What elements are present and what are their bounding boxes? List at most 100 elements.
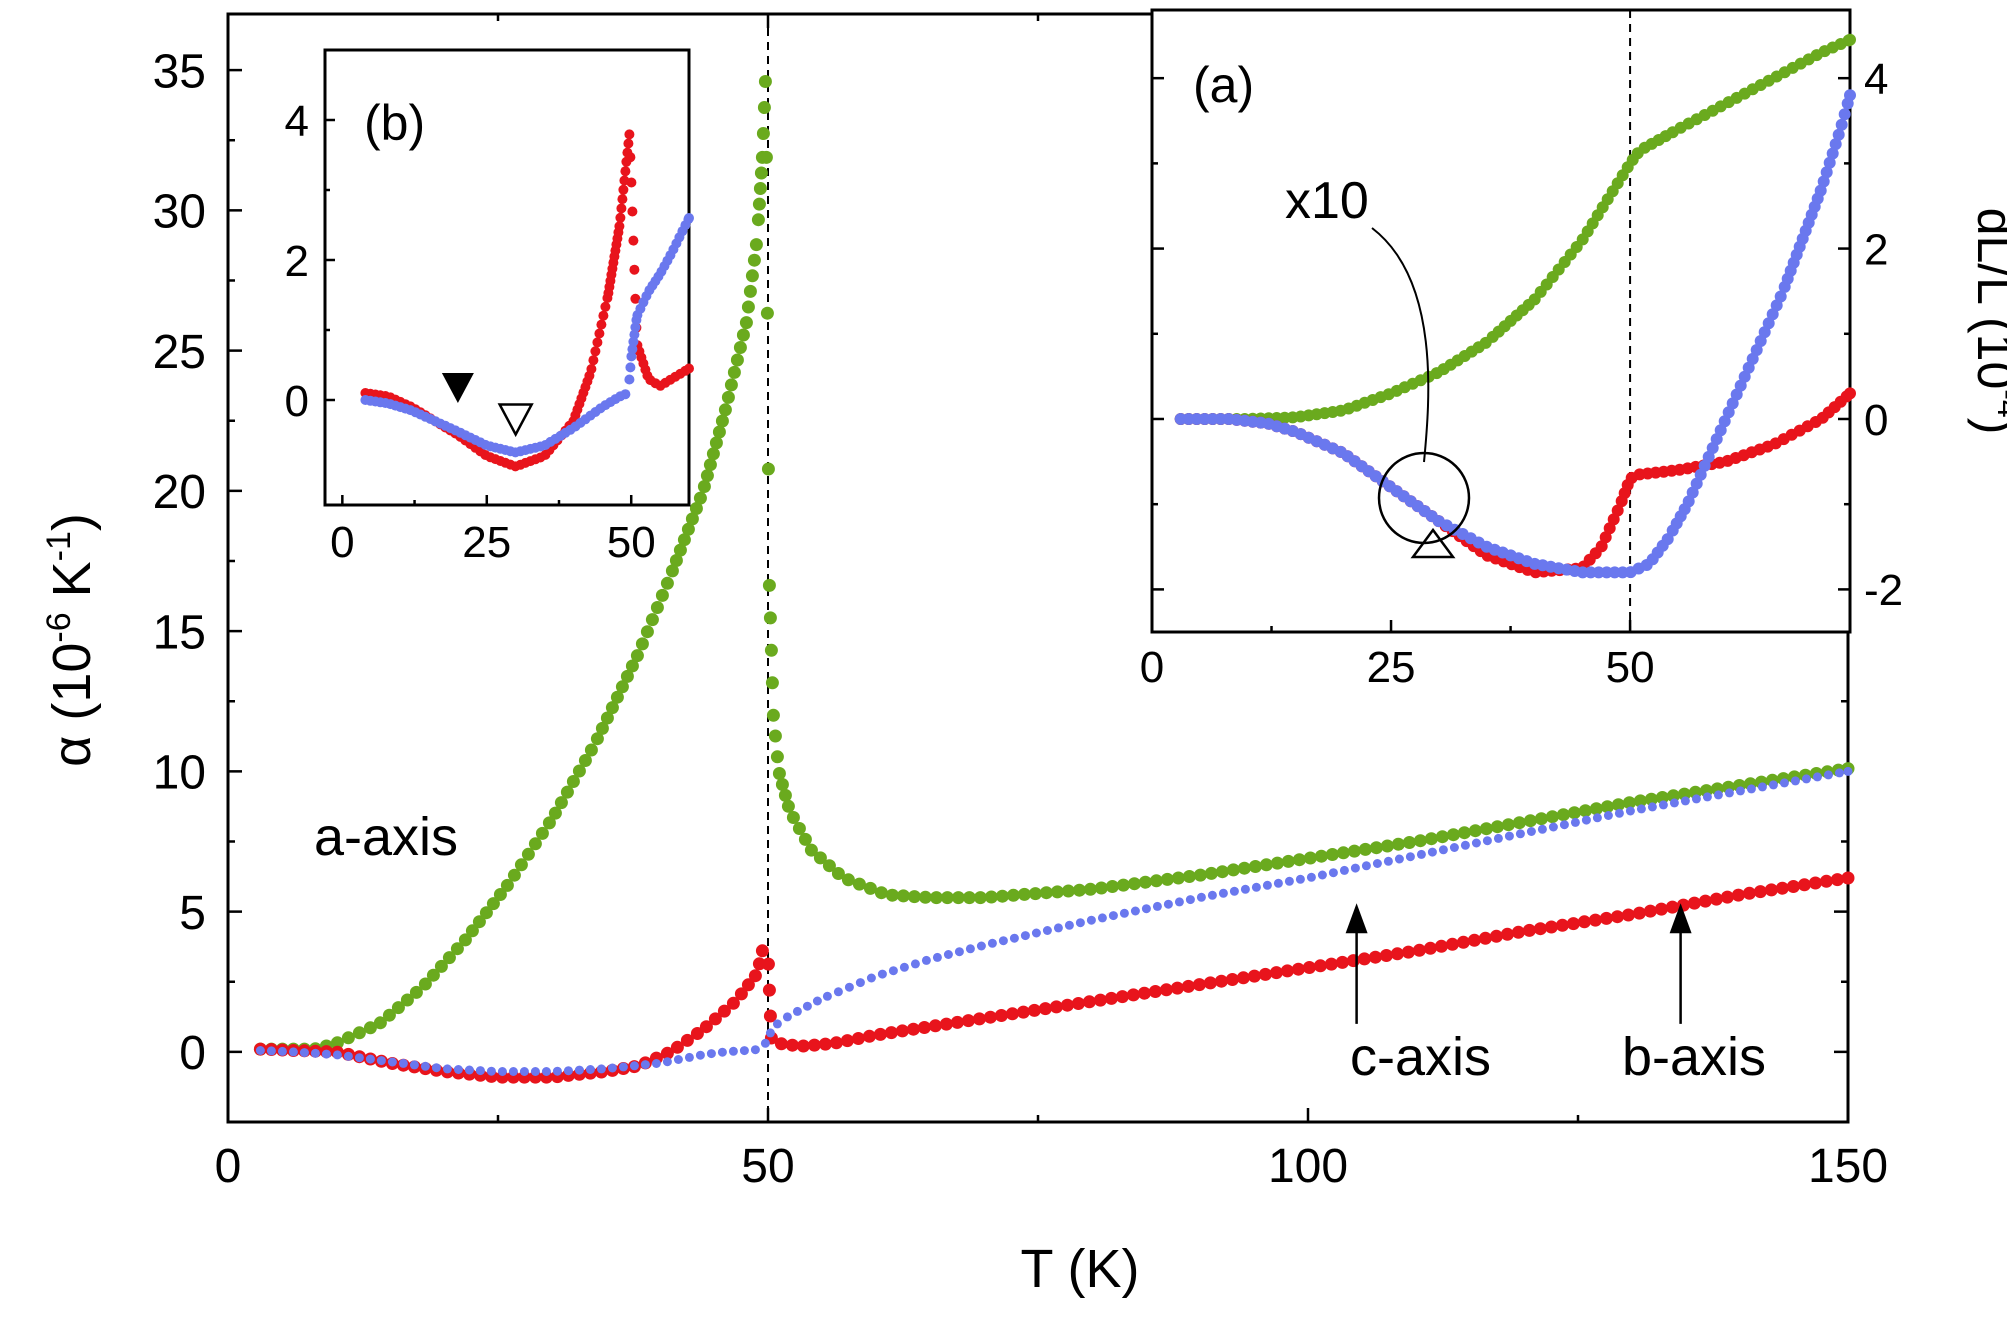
a-axis-point [727,365,741,379]
b-axis-point [1797,878,1811,892]
a-axis-point [756,127,770,140]
b-axis-point [1357,952,1371,966]
b-axis-point [1709,892,1723,906]
a-axis-point [1160,872,1174,886]
c-axis-point [1559,820,1569,830]
b-axis-point [1192,978,1206,992]
b-axis-point [1533,922,1547,936]
y-tick-label: 10 [153,747,206,800]
c-axis-point [475,1066,485,1076]
b-axis-point [862,1029,876,1043]
a-axis-point [798,832,812,846]
b-axis-point [1115,990,1129,1004]
a-axis-point [507,868,521,882]
c-axis-point [1669,798,1679,808]
series-c-axis [360,213,694,458]
c_axis-arrow-head [1345,903,1368,934]
inset-a-axis-ticks: 0 25 50 -2 0 2 4 [1140,55,1903,692]
a-axis-point [1193,868,1207,882]
a-axis-point [752,197,766,211]
c-axis-point [629,329,640,340]
b-axis-point [1830,873,1844,887]
b-axis-point [1291,962,1305,976]
a-axis-point [352,1026,366,1040]
a-axis-point [630,649,644,663]
b-axis-point [1258,967,1272,981]
c-axis-point [1515,829,1525,839]
a-axis-point [1281,854,1295,868]
b-axis-point [895,1024,909,1038]
y-axis-label: α (10-6 K-1) [40,513,102,767]
c-axis-point [1086,915,1096,925]
c-axis-point [684,1052,694,1062]
b-axis-point [1522,923,1536,937]
y-tick-label: 15 [153,606,206,659]
b-axis-point [1346,954,1360,968]
y-tick-label: 0 [179,1027,206,1080]
c-axis-point [1724,788,1734,798]
a-axis-point [645,613,659,627]
c-axis-point [1295,874,1305,884]
b-axis-point [1060,998,1074,1012]
b-axis-point [1467,933,1481,947]
c-axis-point [574,1065,584,1075]
a-axis-point [885,888,899,902]
c-axis-point [1130,906,1140,916]
b-axis-point [807,1038,821,1052]
b-axis-point [1225,973,1239,986]
a-axis-point [640,625,654,639]
b-axis-point [1588,913,1602,927]
x-tick-label: 50 [741,1140,794,1193]
c-axis-point [932,952,942,962]
a-axis-point [709,436,723,450]
inset-a-y-label: dL/L (10-4) [1967,208,2007,435]
b-axis-point [972,1012,986,1026]
b-axis-point [1148,985,1162,998]
y-tick-label: 0 [1864,396,1888,445]
c-axis-point [1548,822,1558,832]
a-axis-point [1127,877,1141,891]
c-axis-point [1691,794,1701,804]
b-axis-point [884,1026,898,1040]
a-axis-point [689,502,703,515]
a-axis-point [1259,858,1273,872]
x-tick-label: 0 [215,1140,242,1193]
a-axis-point [724,378,738,392]
scale-leader-line [1371,227,1430,463]
c-axis-point [1119,908,1129,918]
a-axis-point [341,1031,355,1045]
a-axis-point [1116,878,1130,892]
b-axis-point [670,1040,684,1054]
a-axis-point [1039,886,1053,900]
main-data-series [253,75,1855,1084]
a-axis-point [514,858,528,872]
a-axis-point [669,554,683,567]
b-axis-point [680,1033,694,1047]
b-axis-point [1335,955,1349,969]
a-axis-point [1006,888,1020,902]
a-axis-point [1149,874,1163,888]
a-axis-point [841,873,855,887]
a-axis-point [1204,866,1218,880]
a-axis-point [786,811,800,824]
y-tick-label: 0 [285,377,309,426]
a-axis-point [760,306,774,320]
series-c-axis [1174,89,1856,579]
c-axis-point [1504,831,1514,841]
b-axis-point [1412,943,1426,957]
a-axis-point [693,491,707,505]
b-axis-point [1104,991,1118,1005]
c-axis-point [954,947,964,957]
a-axis-point [1446,828,1460,842]
a-axis-point [1171,871,1185,885]
a-axis-point [1226,863,1240,877]
a-axis-point [391,1001,405,1015]
b-axis-point [1016,1005,1030,1019]
b-axis-point [618,184,629,195]
c-axis-point [888,966,898,976]
y-tick-label: 25 [153,326,206,379]
c-axis-point [1240,884,1250,894]
y-tick-label: 30 [153,186,206,239]
c-axis-point [453,1065,463,1074]
a-axis-point [874,886,888,900]
